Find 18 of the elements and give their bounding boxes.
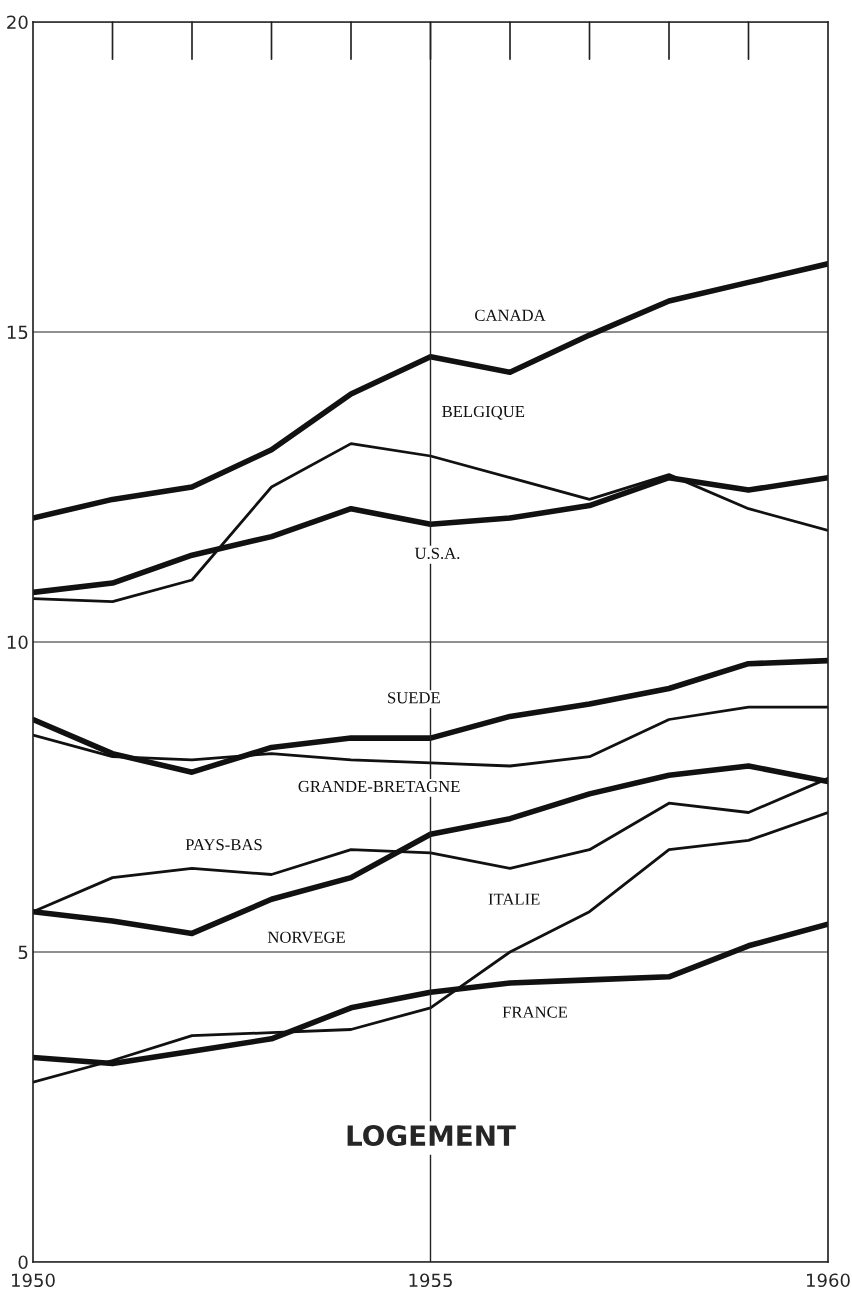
x-tick-label: 1955 — [409, 1273, 452, 1288]
series-label: ITALIE — [488, 893, 540, 905]
series-label: GRANDE-BRETAGNE — [298, 780, 460, 793]
y-tick-label: 20 — [7, 15, 28, 30]
series-label: PAYS-BAS — [185, 839, 262, 851]
x-tick-label: 1960 — [807, 1273, 850, 1288]
y-tick-label: 5 — [18, 945, 28, 960]
y-tick-label: 0 — [18, 1255, 28, 1270]
text: LOGEMENT — [347, 1125, 516, 1147]
text: BELGIQUE — [442, 405, 525, 420]
series-label: FRANCE — [502, 1006, 568, 1018]
y-tick-label: 10 — [7, 635, 28, 650]
series-label: U.S.A. — [414, 547, 460, 559]
series-label: NORVEGE — [267, 931, 345, 943]
series-label: SUEDE — [388, 692, 440, 704]
y-tick-label: 15 — [7, 325, 28, 340]
series-label: CANADA — [475, 309, 546, 321]
x-tick-label: 1950 — [12, 1273, 55, 1288]
